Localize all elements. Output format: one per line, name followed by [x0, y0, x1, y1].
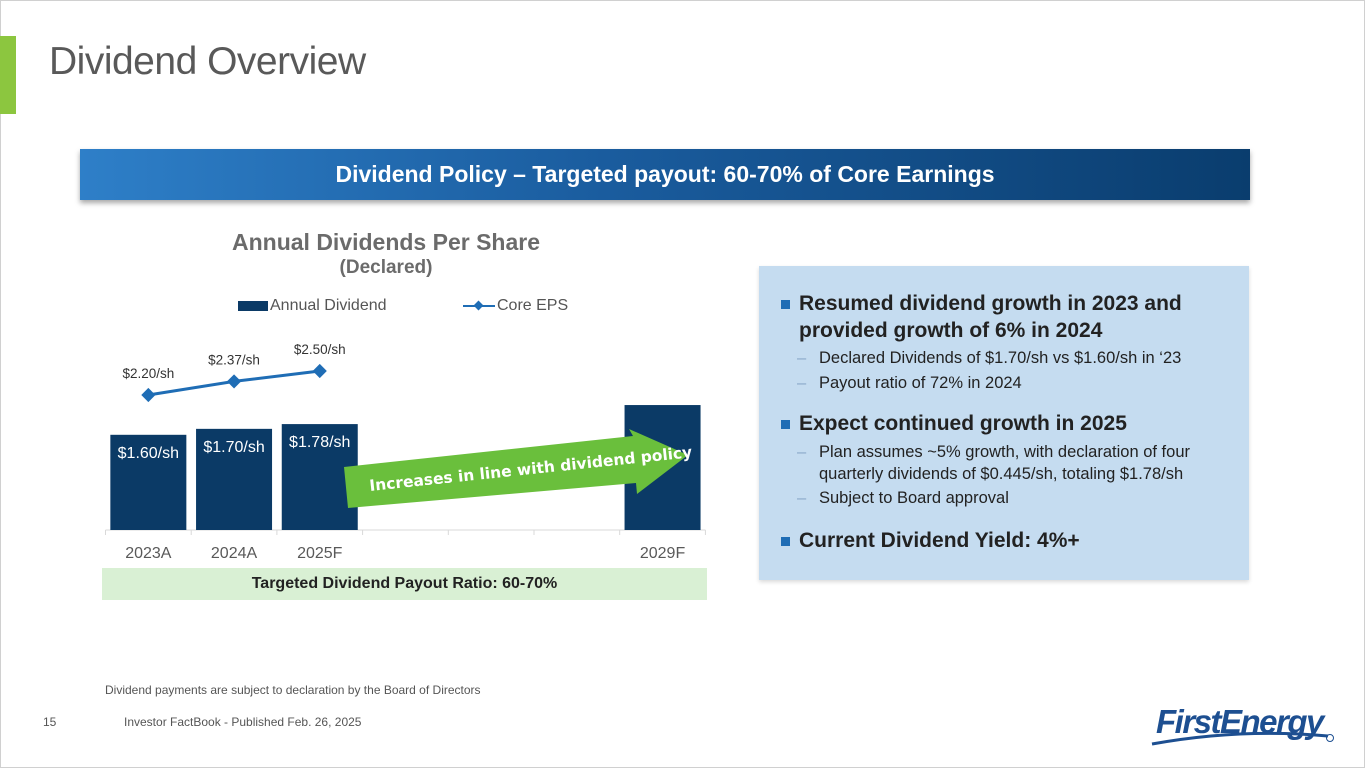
footer-publication: Investor FactBook - Published Feb. 26, 2…	[124, 715, 362, 729]
page-number: 15	[43, 715, 57, 729]
chart-title: Annual Dividends Per Share	[231, 229, 541, 255]
x-tick-label: 2024A	[211, 545, 258, 562]
sub-bullet-plan-assumes: – Plan assumes ~5% growth, with declarat…	[797, 441, 1237, 485]
sub-bullet-text: Payout ratio of 72% in 2024	[819, 374, 1022, 392]
legend-label-annual-dividend: Annual Dividend	[270, 297, 387, 314]
legend-line-swatch	[463, 300, 495, 312]
bar-annual-dividend	[110, 434, 187, 530]
payout-ratio-box: Targeted Dividend Payout Ratio: 60-70%	[102, 568, 707, 600]
growth-arrow	[344, 429, 688, 508]
dash-icon: –	[797, 349, 807, 367]
sub-bullet-text: Plan assumes ~5% growth, with declaratio…	[819, 443, 1190, 483]
bullet-text: Expect continued growth in 2025	[799, 412, 1127, 435]
core-eps-marker	[226, 374, 242, 389]
registered-mark-icon	[1326, 734, 1334, 742]
bar-value-label: $1.78/sh	[289, 434, 350, 451]
dash-icon: –	[797, 374, 807, 392]
footnote: Dividend payments are subject to declara…	[105, 683, 481, 697]
firstenergy-logo: FirstEnergy	[1151, 703, 1334, 746]
dividend-policy-banner: Dividend Policy – Targeted payout: 60-70…	[80, 149, 1250, 200]
core-eps-marker	[312, 363, 327, 379]
sub-bullet-text: Subject to Board approval	[819, 489, 1009, 507]
bullet-square-icon	[781, 300, 790, 309]
legend-annual-dividend: Annual Dividend	[238, 297, 387, 315]
legend-core-eps: Core EPS	[463, 297, 568, 315]
bullet-square-icon	[781, 537, 790, 546]
core-eps-label: $2.37/sh	[208, 352, 260, 367]
dash-icon: –	[797, 443, 807, 461]
legend-bar-swatch	[238, 301, 268, 311]
bullet-dividend-yield: Current Dividend Yield: 4%+	[781, 527, 1231, 554]
payout-ratio-label: Targeted Dividend Payout Ratio: 60-70%	[251, 575, 558, 592]
core-eps-label: $2.50/sh	[294, 342, 346, 357]
bar-value-label: $1.70/sh	[203, 439, 264, 456]
banner-text: Dividend Policy – Targeted payout: 60-70…	[335, 161, 995, 187]
page-title: Dividend Overview	[49, 40, 366, 83]
sub-bullet-board-approval: – Subject to Board approval	[797, 487, 1237, 509]
title-accent-bar	[0, 36, 16, 114]
bullet-square-icon	[781, 420, 790, 429]
sub-bullet-declared-dividends: – Declared Dividends of $1.70/sh vs $1.6…	[797, 347, 1237, 369]
logo-swoosh	[1151, 731, 1329, 746]
x-tick-label: 2023A	[125, 545, 172, 562]
legend-label-core-eps: Core EPS	[497, 297, 569, 314]
chart-subtitle: (Declared)	[339, 257, 433, 278]
core-eps-label: $2.20/sh	[122, 366, 174, 381]
sub-bullet-payout-ratio: – Payout ratio of 72% in 2024	[797, 372, 1237, 394]
bar-value-label: $1.60/sh	[118, 445, 179, 462]
core-eps-marker	[141, 387, 156, 403]
bullet-text: Current Dividend Yield: 4%+	[799, 529, 1080, 552]
bar-annual-dividend	[196, 428, 273, 530]
sub-bullet-text: Declared Dividends of $1.70/sh vs $1.60/…	[819, 349, 1182, 367]
x-tick-label: 2025F	[297, 545, 343, 562]
bullet-dividend-growth: Resumed dividend growth in 2023 and prov…	[781, 290, 1231, 344]
bullet-text: Resumed dividend growth in 2023 and prov…	[799, 292, 1182, 342]
dash-icon: –	[797, 489, 807, 507]
bullet-expect-growth: Expect continued growth in 2025	[781, 410, 1231, 437]
dividend-highlights-panel: Resumed dividend growth in 2023 and prov…	[759, 266, 1249, 580]
x-tick-label: 2029F	[640, 545, 686, 562]
